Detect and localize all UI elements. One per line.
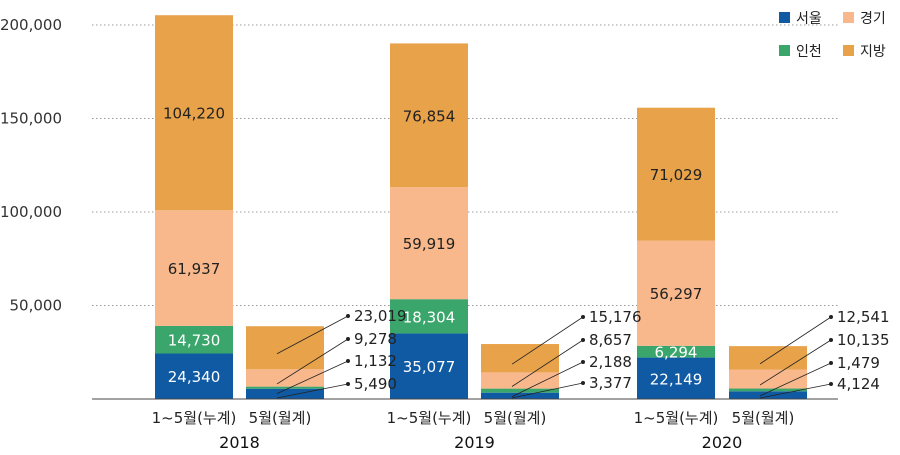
y-tick-label: 200,000 — [0, 16, 62, 34]
data-label: 15,176 — [589, 308, 642, 326]
legend-label: 지방 — [860, 44, 886, 60]
bar-segment — [246, 369, 324, 387]
data-label: 24,340 — [168, 368, 221, 386]
data-label: 10,135 — [837, 331, 890, 349]
data-label: 18,304 — [403, 308, 456, 326]
data-label: 8,657 — [589, 331, 632, 349]
leader-dot — [581, 381, 585, 385]
leader-dot — [581, 315, 585, 319]
data-label: 9,278 — [354, 330, 397, 348]
leader-line — [276, 315, 349, 355]
data-label: 22,149 — [650, 370, 703, 388]
x-axis: 1~5월(누계) 5월(월계) 1~5월(누계) 5월(월계) 1~5월(누계) 5월(월… — [92, 398, 838, 452]
bar-segment — [729, 391, 807, 399]
leader-dot — [346, 337, 350, 341]
bar-segment — [246, 326, 324, 370]
x-tick-label: 5월(월계) — [732, 409, 795, 427]
data-label: 35,077 — [403, 358, 456, 376]
leader-dot — [346, 382, 350, 386]
leader-line — [511, 361, 584, 397]
legend-swatch — [779, 45, 790, 56]
bar-segment — [729, 388, 807, 392]
bar-segment — [481, 372, 559, 389]
bar-segment — [390, 333, 468, 399]
bar-segment — [155, 353, 233, 399]
data-label: 76,854 — [403, 107, 456, 125]
leader-dot — [581, 338, 585, 342]
data-label: 6,294 — [655, 344, 698, 362]
bar-segment — [637, 357, 715, 399]
x-tick-label: 1~5월(누계) — [152, 409, 237, 427]
leader-line — [276, 338, 349, 385]
leader-line — [759, 383, 832, 399]
leader-dot — [581, 360, 585, 364]
data-label: 1,132 — [354, 352, 397, 370]
leader-line — [276, 383, 349, 399]
bar-segment — [481, 344, 559, 373]
bars — [155, 15, 807, 399]
leader-line — [759, 339, 832, 386]
leader-line — [511, 316, 584, 365]
x-tick-label: 1~5월(누계) — [387, 409, 472, 427]
legend-label: 인천 — [796, 44, 822, 60]
data-label: 61,937 — [168, 260, 221, 278]
bar-segment — [481, 388, 559, 393]
data-label: 2,188 — [589, 353, 632, 371]
leader-dot — [829, 382, 833, 386]
bar-segment — [155, 210, 233, 326]
leader-line — [276, 360, 349, 395]
data-label: 23,019 — [354, 307, 407, 325]
data-label: 56,297 — [650, 285, 703, 303]
leader-line — [759, 316, 832, 365]
data-label: 5,490 — [354, 375, 397, 393]
leader-line — [759, 362, 832, 397]
legend-swatch — [843, 12, 854, 23]
x-tick-label: 5월(월계) — [249, 409, 312, 427]
x-tick-label: 1~5월(누계) — [634, 409, 719, 427]
data-labels: 24,340 14,730 61,937 104,220 35,077 18,304 59,… — [163, 105, 890, 399]
leader-line — [511, 382, 584, 399]
legend-label: 경기 — [860, 11, 886, 27]
bar-segment — [390, 299, 468, 334]
leader-dot — [346, 359, 350, 363]
data-label: 104,220 — [163, 105, 225, 123]
bar-segment — [246, 386, 324, 389]
leader-dot — [346, 314, 350, 318]
bar-segment — [246, 388, 324, 399]
data-label: 59,919 — [403, 235, 456, 253]
x-group-label: 2019 — [454, 433, 495, 452]
x-group-label: 2020 — [702, 433, 743, 452]
bar-segment — [390, 187, 468, 300]
y-axis: 50,000 100,000 150,000 200,000 — [0, 16, 62, 315]
leader-dot — [829, 315, 833, 319]
legend-label: 서울 — [796, 11, 822, 27]
bar-segment — [481, 392, 559, 399]
data-label: 12,541 — [837, 308, 890, 326]
leader-line — [511, 339, 584, 387]
data-label: 71,029 — [650, 166, 703, 184]
bar-segment — [637, 240, 715, 346]
leader-dot — [829, 361, 833, 365]
y-tick-label: 150,000 — [0, 110, 62, 128]
y-tick-label: 50,000 — [10, 297, 63, 315]
x-tick-label: 5월(월계) — [484, 409, 547, 427]
data-label: 1,479 — [837, 354, 880, 372]
legend-swatch — [779, 12, 790, 23]
bar-segment — [637, 345, 715, 358]
x-group-label: 2018 — [219, 433, 260, 452]
data-label: 14,730 — [168, 332, 221, 350]
bar-segment — [390, 43, 468, 188]
leader-dot — [829, 338, 833, 342]
bar-segment — [155, 15, 233, 211]
bar-segment — [729, 369, 807, 389]
data-label: 4,124 — [837, 375, 880, 393]
bar-segment — [637, 107, 715, 241]
y-tick-label: 100,000 — [0, 203, 62, 221]
data-label: 3,377 — [589, 374, 632, 392]
bar-segment — [155, 325, 233, 354]
legend-swatch — [843, 45, 854, 56]
bar-segment — [729, 346, 807, 370]
